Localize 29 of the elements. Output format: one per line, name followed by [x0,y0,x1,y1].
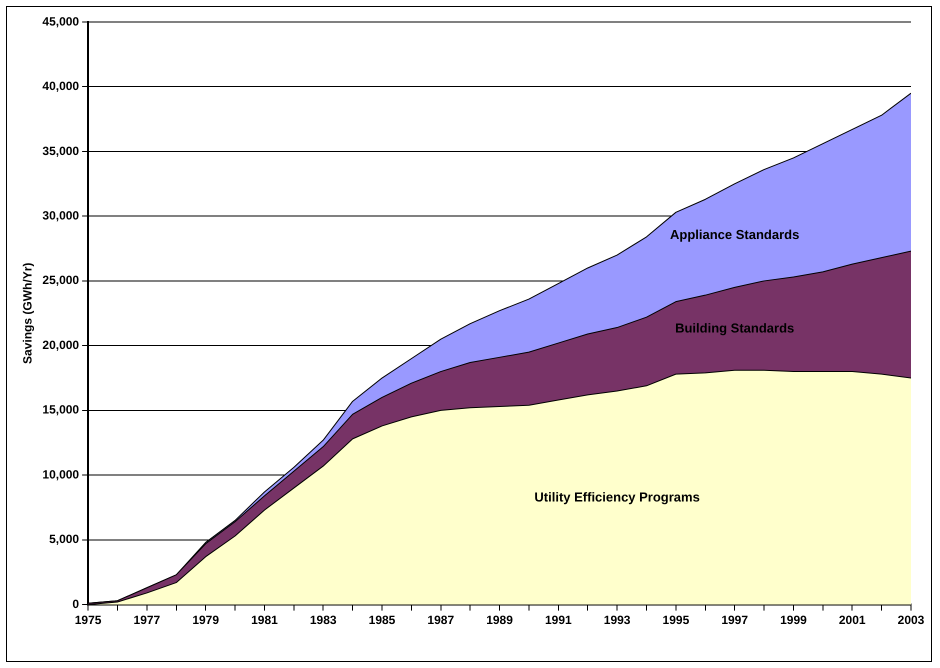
x-tick-label: 1981 [251,613,278,628]
x-tick-label: 1993 [604,613,631,628]
y-tick-label: 15,000 [42,402,80,417]
x-tick-label: 1979 [192,613,220,628]
y-tick-label: 20,000 [42,338,80,352]
series-label: Appliance Standards [670,227,800,242]
y-tick-label: 30,000 [42,208,80,223]
y-tick-label: 5,000 [49,532,80,546]
x-tick-label: 1977 [134,613,161,628]
x-tick-label: 1991 [544,613,572,628]
x-tick-label: 1975 [74,613,102,628]
y-tick-label: 10,000 [42,467,80,482]
x-tick-label: 1999 [780,613,808,628]
y-tick-label: 35,000 [42,144,80,158]
x-tick-label: 1983 [310,613,337,628]
y-tick-label: 45,000 [42,14,80,28]
x-tick-label: 1995 [662,613,690,628]
series-label: Utility Efficiency Programs [534,489,700,504]
x-tick-label: 1987 [427,613,454,628]
x-tick-label: 2001 [838,613,866,628]
x-tick-label: 2003 [898,613,925,628]
y-tick-label: 25,000 [42,273,80,288]
series-label: Building Standards [675,320,794,336]
x-tick-label: 1997 [721,613,748,628]
x-tick-label: 1989 [486,613,514,628]
y-axis-title: Savings (GWh/Yr) [20,262,35,364]
x-tick-label: 1985 [368,613,396,628]
y-tick-label: 0 [72,596,80,611]
y-tick-label: 40,000 [42,79,80,94]
